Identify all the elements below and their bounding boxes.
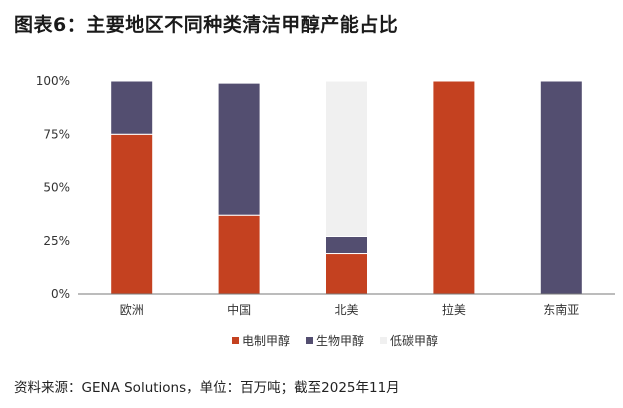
bar-segment-series-1 — [217, 82, 261, 216]
bar-segment-series-0 — [432, 80, 476, 295]
bar-segment-series-2 — [325, 80, 368, 237]
legend-item-electro-methanol: 电制甲醇 — [232, 332, 290, 349]
legend-swatch-bio-methanol — [306, 337, 314, 344]
y-tick-label: 25% — [43, 234, 70, 248]
legend-item-low-carbon-methanol: 低碳甲醇 — [380, 332, 438, 349]
legend-label-low-carbon-methanol: 低碳甲醇 — [390, 334, 439, 348]
y-tick-label: 0% — [51, 287, 70, 301]
legend-label-electro-methanol: 电制甲醇 — [242, 334, 291, 348]
legend-swatch-electro-methanol — [232, 337, 239, 344]
bars — [110, 80, 583, 295]
legend-item-bio-methanol: 生物甲醇 — [306, 332, 364, 349]
chart: 0% 25% 50% 75% 100% 欧洲 中国 北美 拉美 东南亚 — [36, 74, 615, 317]
x-tick-label: 拉美 — [442, 302, 466, 317]
legend-label-bio-methanol: 生物甲醇 — [316, 334, 365, 348]
chart-title: 图表6：主要地区不同种类清洁甲醇产能占比 — [14, 14, 399, 36]
source-note: 资料来源：GENA Solutions，单位：百万吨；截至2025年11月 — [14, 380, 400, 396]
x-tick-label: 欧洲 — [120, 303, 144, 317]
bar-segment-series-1 — [325, 235, 368, 255]
x-tick-label: 中国 — [227, 302, 251, 317]
y-tick-label: 75% — [43, 127, 70, 141]
bar-segment-series-1 — [539, 80, 583, 295]
x-axis: 欧洲 中国 北美 拉美 东南亚 — [120, 302, 580, 317]
y-tick-label: 100% — [36, 74, 70, 88]
y-tick-label: 50% — [43, 181, 70, 195]
bar-segment-series-0 — [110, 133, 154, 295]
bar-segment-series-1 — [110, 80, 154, 135]
x-tick-label: 东南亚 — [543, 302, 579, 317]
bar-segment-series-0 — [217, 214, 261, 295]
bar-segment-series-0 — [325, 253, 368, 295]
legend: 电制甲醇 生物甲醇 低碳甲醇 — [232, 332, 438, 349]
legend-swatch-low-carbon-methanol — [380, 337, 388, 344]
x-tick-label: 北美 — [334, 303, 358, 317]
y-axis: 0% 25% 50% 75% 100% — [36, 74, 70, 301]
